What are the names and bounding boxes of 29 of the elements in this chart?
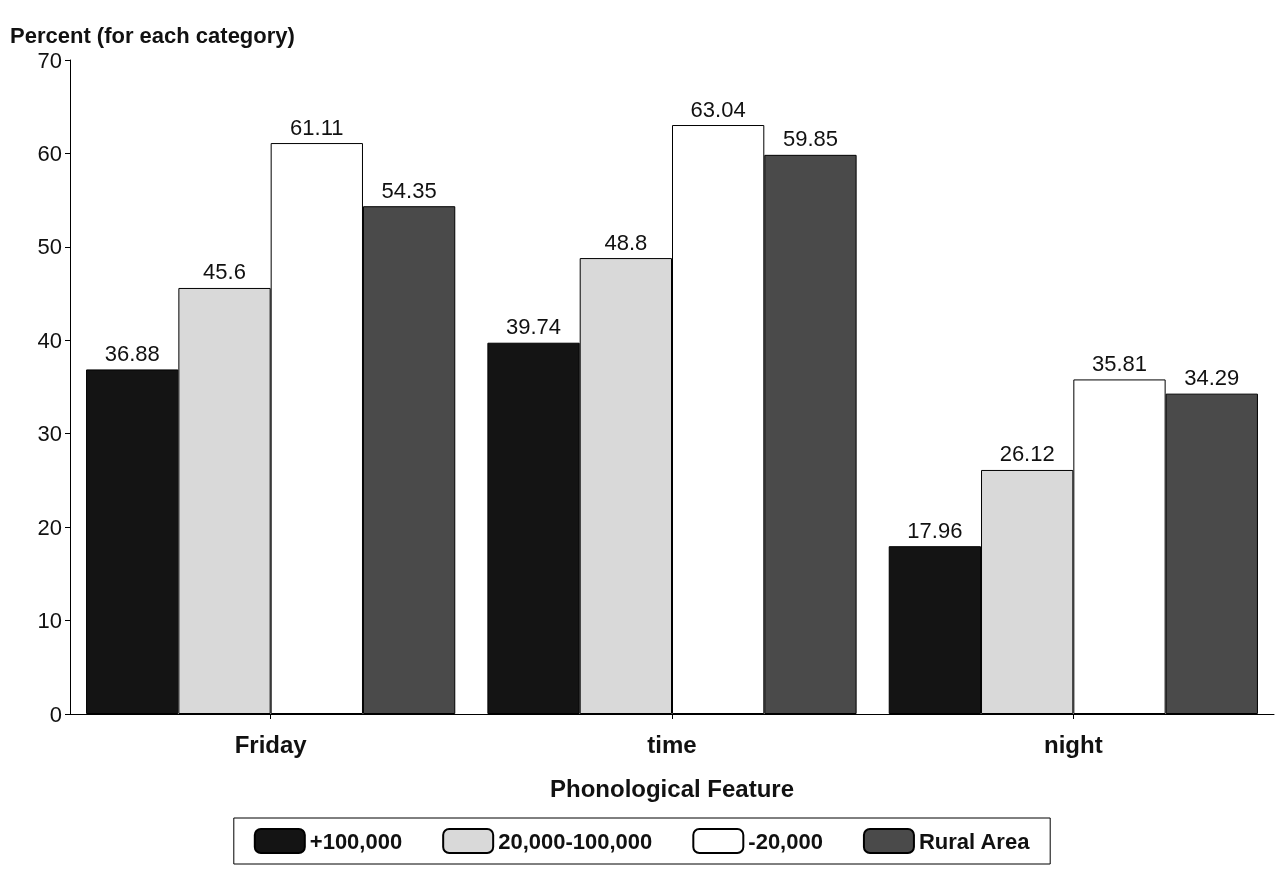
x-tick-label: time xyxy=(647,730,697,758)
data-label: 54.35 xyxy=(381,177,437,203)
x-tick-label: night xyxy=(1044,730,1103,758)
data-label: 17.96 xyxy=(907,517,963,543)
y-axis-title: Percent (for each category) xyxy=(10,22,295,48)
y-tick-label: 60 xyxy=(37,140,62,166)
data-label: 61.11 xyxy=(290,114,344,140)
data-label: 63.04 xyxy=(690,96,746,122)
y-tick-label: 10 xyxy=(37,608,62,634)
data-label: 36.88 xyxy=(104,340,160,366)
y-tick-label: 50 xyxy=(37,234,62,260)
y-tick-label: 40 xyxy=(37,327,62,353)
data-label: 35.81 xyxy=(1091,350,1148,376)
data-label: 34.29 xyxy=(1184,365,1240,391)
data-label: 39.74 xyxy=(506,314,562,340)
y-tick-label: 30 xyxy=(37,421,62,447)
legend-label: Rural Area xyxy=(918,828,1031,854)
x-tick-label: Friday xyxy=(234,730,308,758)
legend-label: +100,000 xyxy=(309,828,403,854)
data-label: 26.12 xyxy=(999,441,1055,467)
x-axis-title: Phonological Feature xyxy=(549,774,795,802)
legend-label: 20,000-100,000 xyxy=(498,828,653,854)
y-tick-label: 20 xyxy=(37,514,62,540)
data-label: 48.8 xyxy=(604,229,648,255)
legend-label: -20,000 xyxy=(748,828,823,854)
data-label: 59.85 xyxy=(782,126,838,152)
data-label: 45.6 xyxy=(203,259,246,285)
y-tick-label: 0 xyxy=(49,701,62,727)
y-tick-label: 70 xyxy=(37,47,62,73)
